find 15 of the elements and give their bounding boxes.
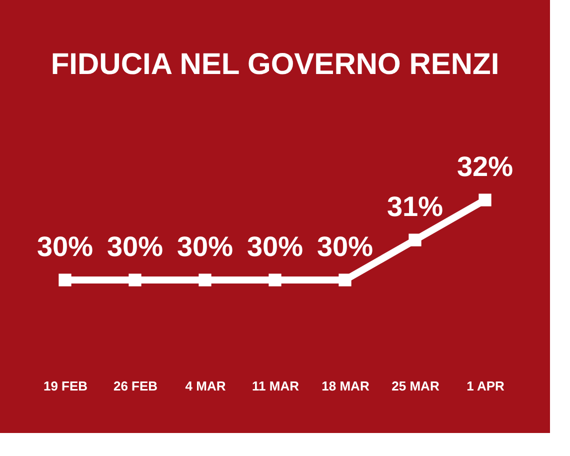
data-label: 30%	[106, 231, 164, 262]
data-label: 30%	[36, 231, 94, 262]
x-tick-label: 4 MAR	[185, 378, 226, 394]
x-tick-label: 1 APR	[466, 378, 506, 394]
data-label: 30%	[246, 231, 304, 262]
data-label: 30%	[176, 231, 234, 262]
x-tick-label: 25 MAR	[392, 378, 440, 394]
data-label: 30%	[316, 231, 374, 262]
data-label: 32%	[456, 151, 514, 182]
x-tick-label: 18 MAR	[322, 378, 370, 394]
chart-title: FIDUCIA NEL GOVERNO RENZI	[50, 48, 500, 81]
x-tick-label: 11 MAR	[252, 378, 300, 394]
x-tick-label: 19 FEB	[43, 378, 88, 394]
data-label: 31%	[386, 191, 444, 222]
x-tick-label: 26 FEB	[113, 378, 158, 394]
